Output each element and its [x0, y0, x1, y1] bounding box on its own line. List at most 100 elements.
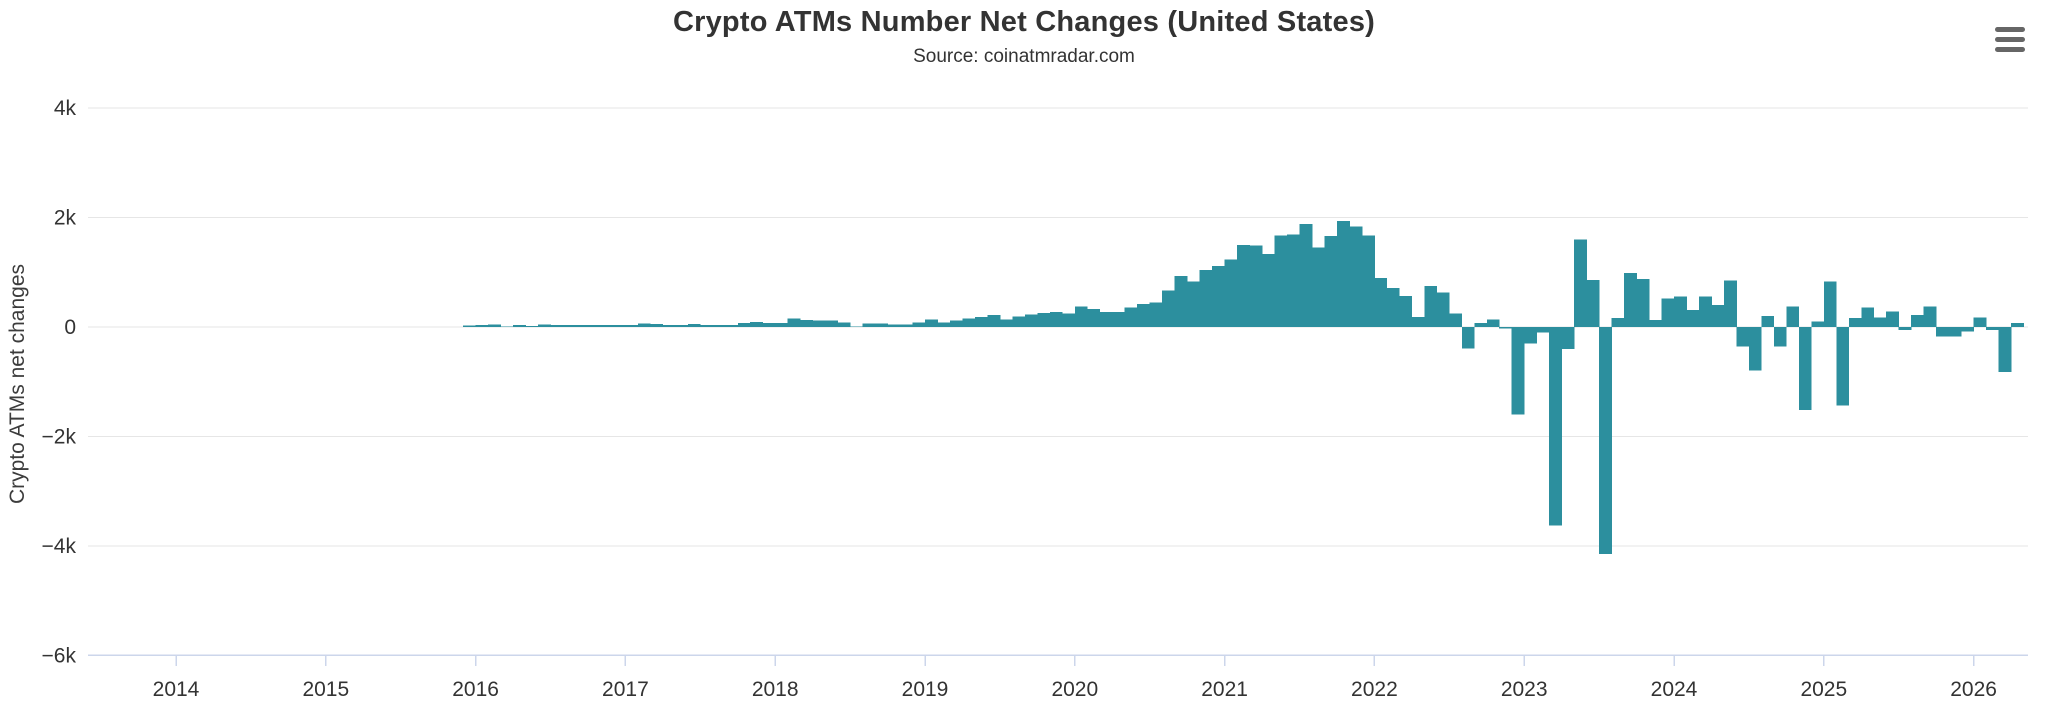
bar-2022-05[interactable]: [1424, 285, 1438, 327]
bar-2016-07[interactable]: [550, 324, 564, 327]
bar-2016-03[interactable]: [500, 326, 514, 327]
bar-2025-01[interactable]: [1823, 281, 1837, 327]
bar-2024-05[interactable]: [1723, 280, 1737, 327]
bar-2019-05[interactable]: [974, 316, 988, 327]
bar-2021-08[interactable]: [1311, 247, 1325, 327]
bar-2021-03[interactable]: [1249, 245, 1263, 327]
bar-2025-10[interactable]: [1936, 327, 1949, 337]
bar-2022-07[interactable]: [1449, 313, 1463, 327]
bar-2019-02[interactable]: [937, 322, 951, 327]
bar-2023-10[interactable]: [1636, 279, 1650, 327]
bar-2022-01[interactable]: [1374, 278, 1388, 327]
bar-2025-03[interactable]: [1848, 318, 1862, 327]
bar-2018-07[interactable]: [850, 326, 863, 327]
bar-2024-11[interactable]: [1798, 327, 1812, 411]
bar-2017-01[interactable]: [625, 324, 639, 327]
bar-2023-03[interactable]: [1549, 327, 1562, 526]
bar-2016-10[interactable]: [587, 325, 601, 327]
bar-2016-05[interactable]: [525, 326, 539, 327]
bar-2022-11[interactable]: [1499, 327, 1513, 329]
bar-2025-04[interactable]: [1861, 307, 1875, 327]
bar-2018-10[interactable]: [887, 324, 901, 327]
bar-2018-04[interactable]: [812, 320, 826, 327]
bar-2023-02[interactable]: [1536, 327, 1550, 333]
bar-2019-11[interactable]: [1049, 311, 1063, 327]
export-menu-button[interactable]: [1991, 16, 2029, 56]
bar-2022-12[interactable]: [1511, 327, 1525, 415]
bar-2023-05[interactable]: [1574, 239, 1587, 327]
bar-2024-01[interactable]: [1674, 296, 1687, 327]
bar-2020-03[interactable]: [1099, 312, 1113, 327]
bar-2024-12[interactable]: [1811, 321, 1825, 327]
bar-2026-02[interactable]: [1986, 327, 1999, 331]
bar-2020-10[interactable]: [1187, 281, 1200, 327]
bar-2024-03[interactable]: [1698, 296, 1712, 327]
bar-2021-01[interactable]: [1224, 259, 1238, 327]
bar-2024-06[interactable]: [1736, 327, 1750, 347]
bar-2018-08[interactable]: [862, 323, 876, 327]
bar-2018-02[interactable]: [787, 318, 801, 327]
bar-2017-09[interactable]: [725, 324, 739, 327]
bar-2015-12[interactable]: [463, 325, 476, 327]
bar-2016-11[interactable]: [600, 324, 614, 327]
bar-2023-06[interactable]: [1586, 279, 1600, 328]
bar-2025-11[interactable]: [1948, 327, 1962, 337]
bar-2017-05[interactable]: [675, 325, 689, 327]
bar-2021-05[interactable]: [1274, 235, 1288, 327]
bar-2025-06[interactable]: [1886, 311, 1900, 327]
bar-2016-02[interactable]: [488, 324, 501, 327]
bar-2020-04[interactable]: [1112, 312, 1126, 327]
bar-2023-09[interactable]: [1624, 273, 1637, 327]
bar-2017-11[interactable]: [750, 322, 764, 327]
bar-2026-01[interactable]: [1973, 317, 1987, 327]
bar-2025-05[interactable]: [1873, 317, 1887, 327]
bar-2020-07[interactable]: [1149, 302, 1163, 327]
bar-2020-11[interactable]: [1199, 269, 1213, 327]
bar-2018-03[interactable]: [800, 320, 813, 327]
bar-2019-04[interactable]: [962, 318, 976, 327]
bar-2022-04[interactable]: [1411, 317, 1425, 327]
bar-2023-12[interactable]: [1661, 298, 1675, 327]
bar-2025-08[interactable]: [1911, 314, 1925, 327]
bar-2016-04[interactable]: [513, 324, 526, 327]
bar-2023-11[interactable]: [1649, 319, 1662, 327]
bar-2023-04[interactable]: [1561, 327, 1575, 349]
bar-2017-12[interactable]: [762, 322, 776, 327]
bar-2021-11[interactable]: [1349, 226, 1363, 327]
bar-2022-09[interactable]: [1474, 323, 1488, 327]
bar-2017-10[interactable]: [737, 322, 751, 327]
bar-2020-01[interactable]: [1074, 306, 1088, 327]
bar-2022-03[interactable]: [1399, 295, 1413, 327]
bar-2018-01[interactable]: [775, 322, 789, 327]
bar-2025-12[interactable]: [1961, 327, 1974, 332]
bar-2024-02[interactable]: [1686, 310, 1700, 327]
bar-2019-12[interactable]: [1062, 313, 1076, 327]
bar-2025-09[interactable]: [1923, 306, 1937, 327]
bar-2018-06[interactable]: [837, 322, 851, 327]
bar-2026-04[interactable]: [2011, 323, 2024, 327]
bar-2024-07[interactable]: [1748, 327, 1762, 371]
bar-2021-02[interactable]: [1237, 244, 1250, 328]
bar-2021-09[interactable]: [1324, 236, 1338, 328]
bar-2019-01[interactable]: [925, 319, 938, 327]
bar-2019-08[interactable]: [1012, 316, 1026, 327]
bar-2021-10[interactable]: [1336, 221, 1350, 327]
bar-2020-12[interactable]: [1212, 266, 1225, 327]
bar-2021-07[interactable]: [1299, 223, 1313, 327]
bar-2018-11[interactable]: [900, 324, 913, 327]
bar-2022-08[interactable]: [1461, 327, 1475, 349]
bar-2018-05[interactable]: [825, 320, 838, 327]
bar-2025-02[interactable]: [1836, 327, 1850, 406]
bar-2016-01[interactable]: [475, 324, 489, 327]
bar-2021-04[interactable]: [1262, 254, 1275, 327]
bar-2020-05[interactable]: [1124, 307, 1138, 327]
bar-2019-07[interactable]: [999, 319, 1013, 327]
bar-2020-02[interactable]: [1087, 308, 1101, 327]
bar-2017-03[interactable]: [650, 323, 664, 327]
bar-2017-06[interactable]: [687, 323, 701, 327]
bar-2024-10[interactable]: [1786, 306, 1800, 327]
bar-2023-07[interactable]: [1599, 327, 1612, 555]
bar-2023-08[interactable]: [1611, 318, 1625, 327]
bar-2023-01[interactable]: [1524, 327, 1538, 344]
bar-2017-02[interactable]: [637, 323, 651, 327]
